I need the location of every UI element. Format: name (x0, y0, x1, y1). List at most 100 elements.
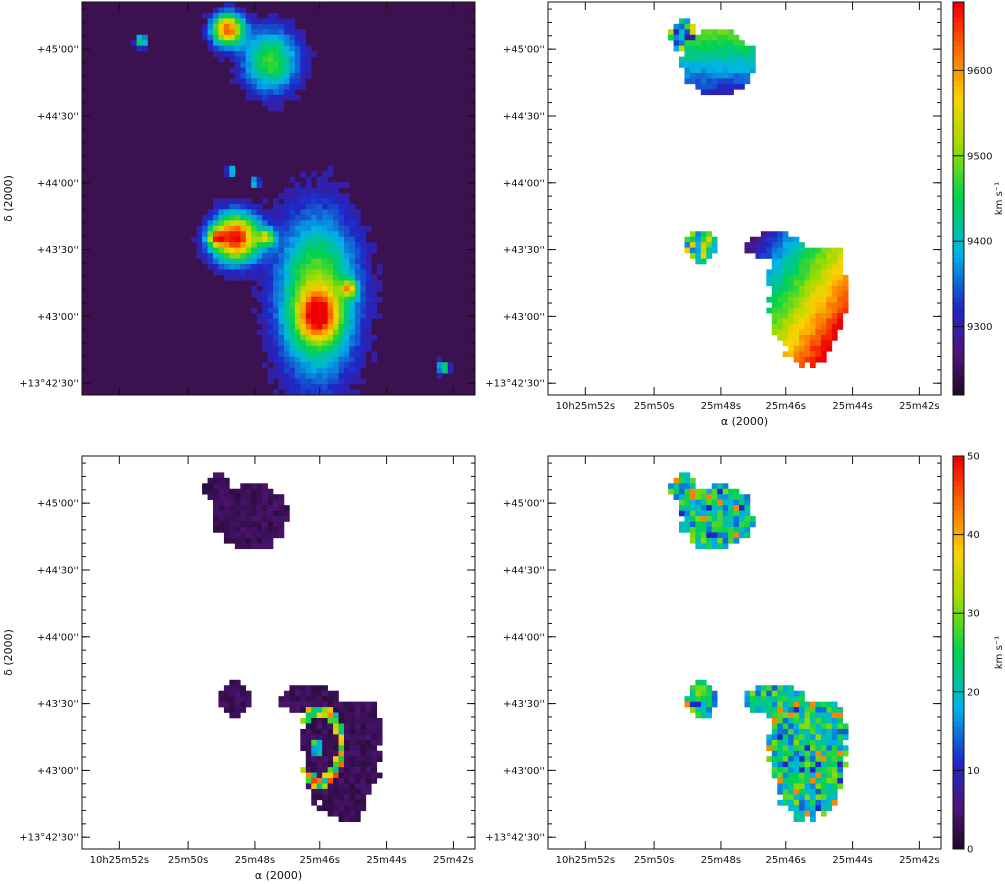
image-cell (793, 253, 800, 259)
image-cell (289, 285, 296, 292)
image-cell (695, 494, 702, 500)
image-cell (711, 499, 718, 506)
image-cell (700, 526, 707, 533)
image-cell (826, 761, 833, 768)
colorbar-segment (953, 139, 964, 145)
image-cell (256, 318, 263, 325)
image-cell (755, 236, 762, 243)
image-cell (354, 209, 361, 216)
image-cell (278, 94, 285, 101)
image-cell (251, 45, 257, 52)
image-cell (311, 236, 318, 243)
image-cell (793, 236, 800, 243)
x-tick-label: 25m46s (766, 855, 806, 866)
image-cell (354, 220, 361, 227)
image-cell (711, 532, 718, 539)
image-cell (234, 696, 241, 702)
image-cell (733, 78, 740, 85)
image-cell (815, 285, 822, 292)
image-cell (344, 274, 350, 281)
image-cell (262, 280, 268, 287)
image-cell (289, 187, 296, 194)
image-cell (837, 258, 844, 265)
image-cell (815, 761, 822, 768)
image-cell (771, 696, 778, 702)
image-cell (305, 187, 312, 194)
image-cell (360, 799, 367, 806)
image-cell (223, 171, 230, 177)
image-cell (777, 783, 784, 790)
image-cell (300, 734, 307, 741)
image-cell (300, 318, 307, 325)
image-cell (283, 187, 290, 194)
image-cell (322, 324, 328, 330)
image-cell (826, 313, 833, 319)
image-cell (229, 499, 236, 506)
image-cell (376, 280, 383, 287)
image-cell (316, 739, 323, 746)
image-cell (278, 285, 285, 292)
image-cell (305, 247, 312, 254)
image-cell (273, 362, 279, 369)
image-cell (684, 67, 691, 74)
image-cell (251, 214, 257, 221)
image-cell (354, 701, 361, 708)
image-cell (810, 734, 816, 741)
image-cell (273, 274, 279, 281)
image-cell (788, 329, 794, 336)
image-cell (267, 521, 274, 528)
image-cell (689, 701, 696, 708)
image-cell (327, 302, 334, 308)
image-cell (251, 220, 257, 227)
image-cell (360, 712, 367, 719)
image-cell (218, 690, 225, 697)
image-cell (316, 734, 323, 741)
image-cell (804, 783, 811, 790)
image-cell (245, 690, 252, 697)
image-cell (223, 253, 230, 259)
image-cell (799, 799, 805, 806)
image-cell (804, 772, 811, 779)
image-cell (316, 707, 323, 713)
image-cell (333, 285, 339, 292)
image-cell (229, 258, 236, 265)
image-cell (782, 794, 789, 801)
image-cell (267, 214, 274, 221)
image-cell (283, 231, 290, 238)
image-cell (311, 701, 318, 708)
image-cell (371, 242, 378, 248)
image-cell (349, 712, 356, 719)
image-cell (826, 734, 833, 741)
image-cell (344, 334, 350, 341)
image-cell (311, 291, 318, 298)
image-cell (684, 472, 691, 479)
image-cell (305, 220, 312, 227)
image-cell (273, 89, 279, 96)
image-cell (777, 307, 784, 314)
image-cell (300, 72, 307, 79)
image-cell (831, 264, 838, 270)
image-cell (711, 56, 718, 63)
image-cell (793, 772, 800, 779)
image-cell (229, 274, 236, 281)
image-cell (711, 62, 718, 68)
image-cell (349, 745, 356, 752)
image-cell (305, 707, 312, 713)
image-cell (799, 739, 805, 746)
image-cell (333, 187, 339, 194)
image-cell (700, 258, 707, 265)
image-cell (837, 269, 844, 276)
image-cell (316, 356, 323, 363)
image-cell (327, 220, 334, 227)
image-cell (256, 209, 263, 216)
image-cell (273, 100, 279, 107)
image-cell (262, 345, 268, 352)
image-cell (842, 750, 849, 757)
image-cell (240, 242, 247, 248)
image-cell (262, 56, 268, 63)
colorbar-segment (953, 306, 964, 312)
image-cell (267, 236, 274, 243)
image-cell (810, 329, 816, 336)
image-cell (333, 690, 339, 697)
image-cell (300, 214, 307, 221)
